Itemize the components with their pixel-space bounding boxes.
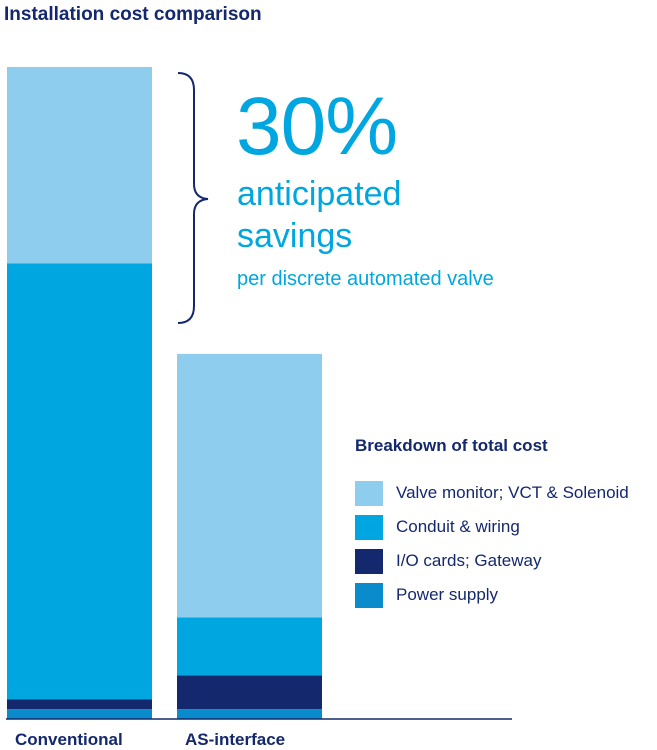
savings-text-savings: savings (237, 217, 353, 255)
savings-brace (177, 72, 209, 324)
legend-swatch (355, 480, 383, 506)
legend-label: Conduit & wiring (396, 517, 520, 536)
bar-segment-as-interface-i-o-cards-gateway (177, 675, 322, 710)
legend-item: Power supply (355, 578, 629, 612)
savings-text-anticipated: anticipated (237, 175, 402, 213)
bar-segment-conventional-i-o-cards-gateway (7, 699, 152, 710)
legend-label: I/O cards; Gateway (396, 551, 542, 570)
bars-group (7, 67, 322, 719)
legend-swatch (355, 582, 383, 608)
x-tick-label-conventional: Conventional (15, 730, 123, 749)
chart-title: Installation cost comparison (4, 4, 262, 25)
legend-item: Conduit & wiring (355, 510, 629, 544)
bar-segment-as-interface-valve-monitor-vct-solenoid (177, 353, 322, 618)
legend-title: Breakdown of total cost (355, 436, 548, 455)
savings-subtext: per discrete automated valve (237, 268, 494, 290)
bar-segment-conventional-power-supply (7, 709, 152, 719)
legend-label: Valve monitor; VCT & Solenoid (396, 483, 629, 502)
bar-segment-conventional-conduit-wiring (7, 263, 152, 700)
x-tick-label-as-interface: AS-interface (185, 730, 286, 749)
legend-item: I/O cards; Gateway (355, 544, 629, 578)
legend: Valve monitor; VCT & Solenoid Conduit & w… (355, 476, 629, 612)
bar-segment-as-interface-power-supply (177, 709, 322, 719)
legend-swatch (355, 548, 383, 574)
savings-percent: 30% (236, 81, 398, 172)
legend-item: Valve monitor; VCT & Solenoid (355, 476, 629, 510)
legend-label: Power supply (396, 585, 499, 604)
bar-segment-as-interface-conduit-wiring (177, 617, 322, 676)
bar-segment-conventional-valve-monitor-vct-solenoid (7, 67, 152, 264)
legend-swatch (355, 514, 383, 540)
